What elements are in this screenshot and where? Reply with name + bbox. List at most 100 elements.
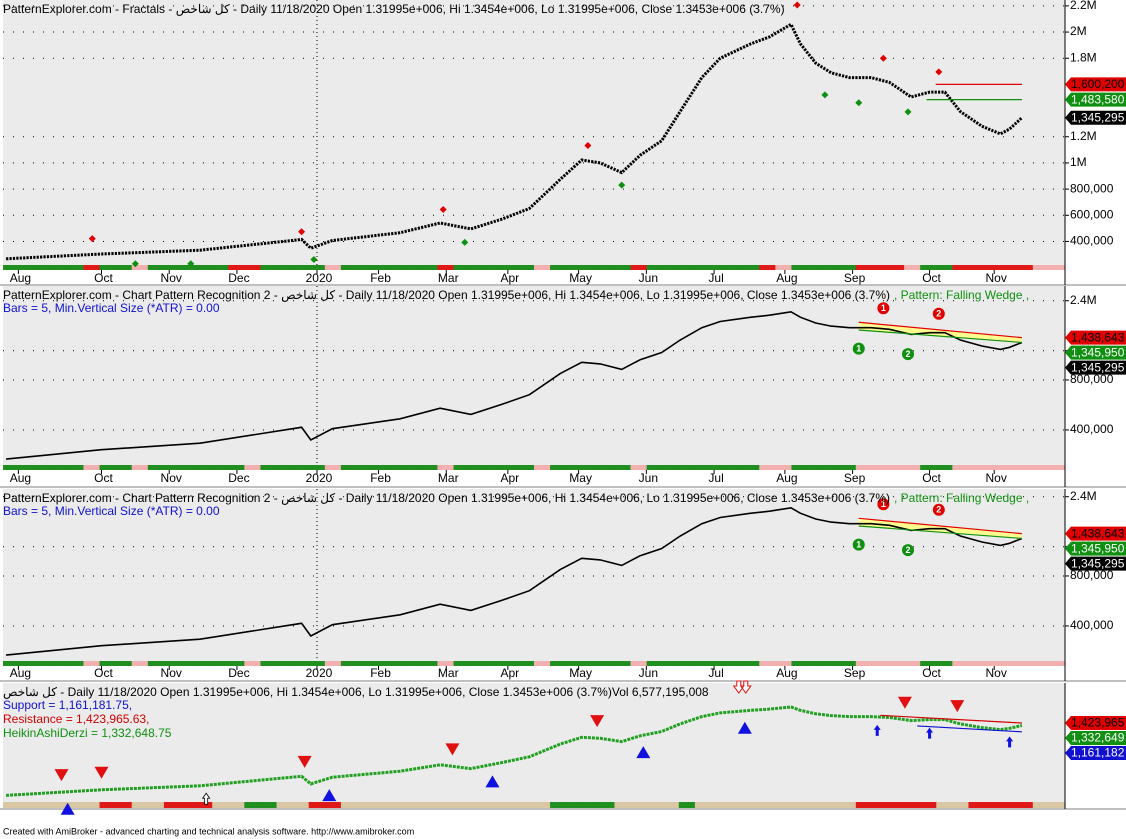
signal-strip xyxy=(775,265,792,270)
signal-strip xyxy=(292,661,310,666)
x-tick-label: Oct xyxy=(922,271,941,285)
signal-strip xyxy=(711,802,728,808)
x-tick-label: Oct xyxy=(922,471,941,485)
signal-strip xyxy=(534,465,551,470)
fractal-marker xyxy=(131,260,139,268)
signal-strip xyxy=(35,465,52,470)
y-tick-label: 400,000 xyxy=(1070,618,1114,632)
signal-strip xyxy=(212,465,229,470)
x-tick-label: Aug xyxy=(10,471,31,485)
signal-strip xyxy=(823,265,841,270)
pane-note: Resistance = 1,423,965.63, xyxy=(3,712,149,726)
signal-strip xyxy=(871,661,889,666)
signal-strip xyxy=(485,802,503,808)
signal-strip xyxy=(517,265,535,270)
signal-strip xyxy=(646,465,664,470)
x-tick-label: Jun xyxy=(639,471,658,485)
signal-strip xyxy=(244,802,261,808)
wedge-lower-line xyxy=(858,329,1022,344)
signal-strip xyxy=(469,661,487,666)
signal-strip xyxy=(131,265,149,270)
signal-strip xyxy=(646,661,664,666)
x-tick-label: Dec xyxy=(228,271,249,285)
signal-strip xyxy=(566,661,583,666)
signal-strip xyxy=(888,465,905,470)
signal-strip xyxy=(35,802,52,808)
signal-strip xyxy=(437,465,455,470)
signal-strip xyxy=(228,265,245,270)
signal-strip xyxy=(308,265,326,270)
signal-strip xyxy=(357,265,374,270)
signal-strip xyxy=(855,265,873,270)
signal-strip xyxy=(662,661,680,666)
signal-strip xyxy=(292,265,310,270)
signal-strip xyxy=(1000,802,1018,808)
signal-strip xyxy=(598,802,615,808)
fractal-marker xyxy=(904,108,912,116)
signal-strip xyxy=(51,265,68,270)
signal-strip xyxy=(534,802,551,808)
y-tick-label: 800,000 xyxy=(1070,568,1114,582)
x-tick-label: Feb xyxy=(370,271,391,285)
signal-strip xyxy=(35,661,52,666)
x-tick-label: Apr xyxy=(500,271,519,285)
signal-strip xyxy=(614,465,632,470)
signal-strip xyxy=(1048,661,1066,666)
signal-strip xyxy=(598,661,615,666)
fractal-marker xyxy=(855,99,863,107)
signal-strip xyxy=(324,802,342,808)
signal-strip xyxy=(453,465,471,470)
x-tick-label: Apr xyxy=(500,666,519,680)
x-tick-label: Sep xyxy=(844,271,866,285)
signal-strip xyxy=(501,661,519,666)
buy-signal xyxy=(60,802,75,815)
signal-strip xyxy=(952,465,969,470)
signal-strip xyxy=(807,661,825,666)
wedge-lower-line xyxy=(858,525,1022,540)
signal-strip xyxy=(260,465,278,470)
signal-strip xyxy=(99,661,117,666)
value-label: 1,600,200 xyxy=(1071,77,1125,91)
signal-strip xyxy=(839,802,857,808)
signal-strip xyxy=(743,265,760,270)
signal-strip xyxy=(67,802,84,808)
signal-strip xyxy=(598,265,615,270)
value-label-box xyxy=(1065,360,1126,375)
signal-strip xyxy=(566,265,583,270)
signal-strip xyxy=(1048,265,1066,270)
signal-strip xyxy=(83,802,101,808)
signal-strip xyxy=(35,265,52,270)
signal-strip xyxy=(3,802,20,808)
signal-strip xyxy=(83,465,101,470)
y-tick-label: 400,000 xyxy=(1070,422,1114,436)
sell-signal xyxy=(950,700,965,713)
signal-strip xyxy=(244,265,261,270)
pane-subtitle: Bars = 5, Min.Vertical Size (*ATR) = 0.0… xyxy=(3,504,220,518)
signal-strip xyxy=(453,802,471,808)
signal-strip xyxy=(727,661,744,666)
signal-strip xyxy=(501,465,519,470)
signal-strip xyxy=(936,661,953,666)
signal-strip xyxy=(1032,465,1050,470)
signal-strip xyxy=(711,465,728,470)
signal-strip xyxy=(180,661,197,666)
signal-strip xyxy=(550,802,567,808)
signal-strip xyxy=(276,661,294,666)
signal-strip xyxy=(759,802,776,808)
signal-strip xyxy=(678,661,696,666)
signal-strip xyxy=(759,661,776,666)
x-tick-label: Oct xyxy=(922,666,941,680)
fractal-marker xyxy=(618,181,626,189)
x-tick-label: Sep xyxy=(844,666,866,680)
signal-strip xyxy=(405,802,422,808)
y-tick-label: 800,000 xyxy=(1070,372,1114,386)
signal-strip xyxy=(19,661,36,666)
x-tick-label: Nov xyxy=(986,271,1007,285)
signal-strip xyxy=(421,802,438,808)
signal-strip xyxy=(357,802,374,808)
signal-strip xyxy=(469,265,487,270)
signal-strip xyxy=(727,465,744,470)
signal-strip xyxy=(582,802,599,808)
signal-strip xyxy=(131,661,149,666)
pane-title: PatternExplorer.com - Chart Pattern Reco… xyxy=(3,491,1029,505)
